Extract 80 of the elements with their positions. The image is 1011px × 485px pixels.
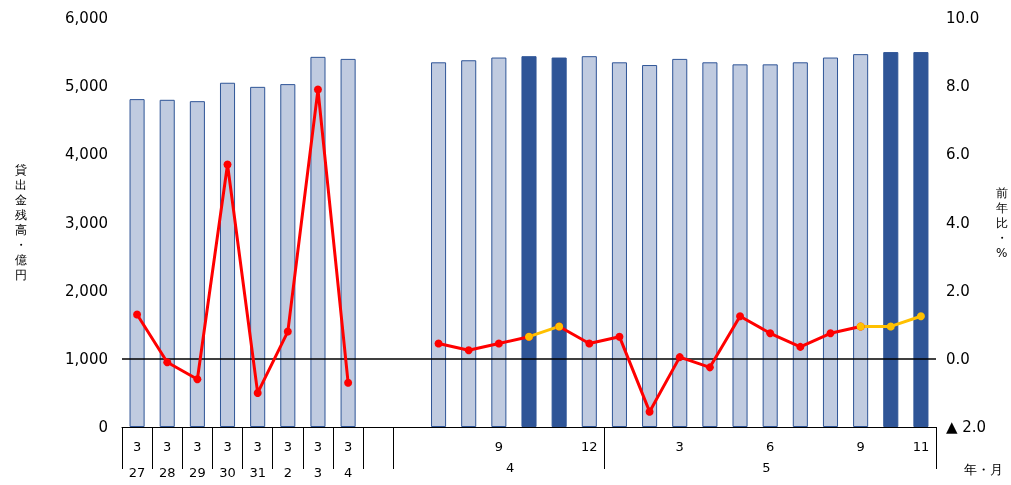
- point: [796, 342, 805, 351]
- bar: [491, 57, 507, 427]
- y-tick-label: 3,000: [65, 213, 108, 232]
- point: [615, 332, 624, 341]
- bar: [189, 101, 205, 427]
- point: [163, 358, 172, 367]
- bar: [310, 56, 326, 427]
- x-tick-label: 3 2: [283, 438, 292, 480]
- bar: [853, 54, 869, 427]
- x-tick-label: 9: [856, 438, 865, 454]
- point: [494, 339, 503, 348]
- y2-tick-label: 4.0: [946, 213, 970, 232]
- bar: [431, 62, 447, 427]
- bar: [219, 82, 236, 427]
- text: 5: [762, 460, 771, 475]
- y-tick-label: 0: [98, 418, 108, 436]
- bar: [159, 99, 175, 427]
- x-tick-label: 12: [581, 438, 598, 454]
- y2-tick-label: 2.0: [946, 281, 970, 300]
- y2-tick-label: 8.0: [946, 77, 970, 96]
- point: [736, 312, 745, 321]
- bar: [672, 58, 688, 427]
- point: [344, 378, 353, 387]
- x-tick-label: 3: [675, 438, 684, 454]
- bar: [521, 56, 537, 427]
- y2-tick-label: 0.0: [946, 349, 970, 368]
- y-tick-label: 1,000: [65, 349, 108, 368]
- y2-tick-label: 10.0: [946, 9, 980, 27]
- y2-tick-label: ▲ 2.0: [946, 418, 987, 436]
- point: [133, 310, 142, 319]
- point: [193, 375, 202, 384]
- y2-tick-label: 6.0: [946, 145, 970, 164]
- x-tick-label: 9: [494, 438, 503, 454]
- point: [585, 339, 594, 348]
- bar: [581, 56, 597, 427]
- point: [464, 346, 473, 355]
- x-tick-label: 3 29: [189, 438, 206, 480]
- text: 4: [505, 460, 515, 475]
- bar: [611, 62, 627, 427]
- x-tick-label: 3 3: [313, 438, 323, 480]
- bar: [913, 52, 929, 427]
- bar: [551, 57, 567, 427]
- point: [826, 329, 835, 338]
- point: [675, 353, 684, 362]
- text: 年・月: [964, 462, 1003, 477]
- bar: [461, 60, 477, 427]
- bar: [762, 64, 778, 427]
- x-tick-label: 3 27: [128, 438, 146, 480]
- x-tick-label: 3 4: [343, 438, 353, 480]
- y-tick-label: 6,000: [65, 9, 108, 27]
- point: [223, 160, 232, 169]
- bar: [340, 58, 356, 427]
- y-tick-label: 4,000: [65, 145, 108, 164]
- bar: [792, 62, 808, 427]
- bar: [280, 84, 296, 427]
- point: [434, 339, 443, 348]
- point: [313, 85, 322, 94]
- x-tick-label: 3 30: [219, 438, 236, 480]
- bar: [642, 65, 658, 427]
- point: [916, 312, 925, 321]
- bar: [732, 64, 748, 427]
- bar: [702, 62, 718, 427]
- point: [253, 388, 262, 397]
- x-tick-label: 3 28: [158, 438, 176, 480]
- y2-axis-title: 前年比・%: [996, 185, 1008, 260]
- y-tick-label: 2,000: [65, 281, 108, 300]
- bar: [129, 99, 145, 427]
- bar: [250, 86, 266, 427]
- x-tick-label: 11: [912, 438, 930, 454]
- x-tick-label: 6: [766, 438, 775, 454]
- point: [645, 407, 654, 416]
- bar: [822, 57, 839, 427]
- point: [283, 327, 292, 336]
- y-axis-title: 貸出金残高・億円: [15, 163, 27, 282]
- point: [886, 322, 895, 331]
- y-tick-label: 5,000: [65, 77, 108, 96]
- bar: [883, 52, 899, 427]
- x-tick-label: 3 31: [249, 438, 266, 480]
- point: [766, 329, 775, 338]
- point: [705, 363, 714, 372]
